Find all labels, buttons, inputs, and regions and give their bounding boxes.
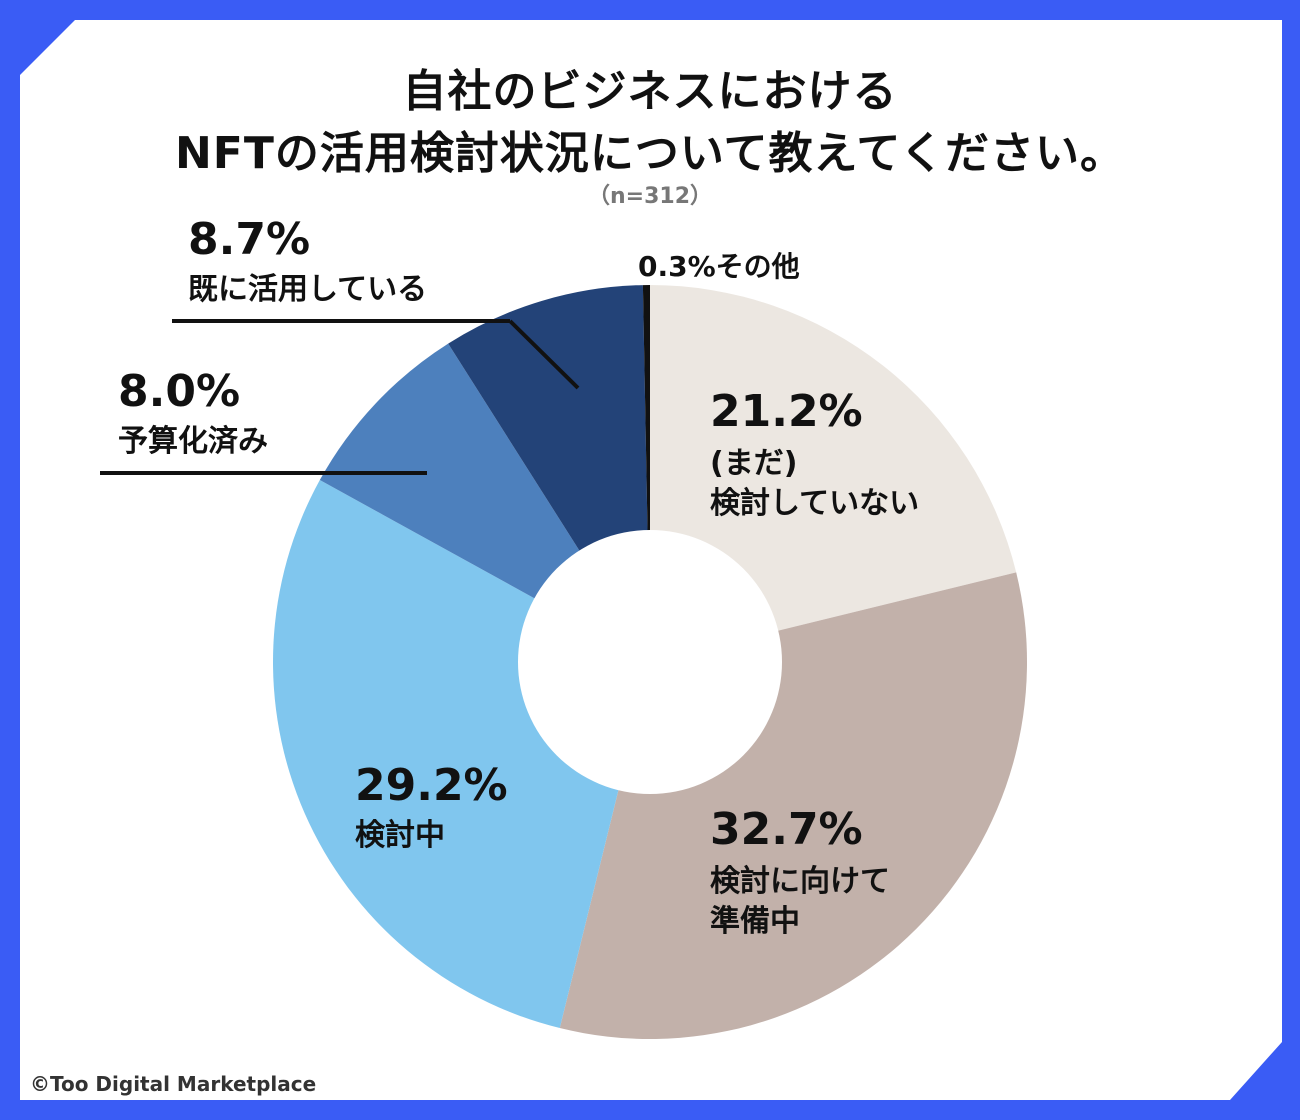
label-already-using: 既に活用している: [188, 272, 428, 307]
chart-title-line-1: 自社のビジネスにおける: [402, 66, 898, 117]
chart-title-line-2: NFTの活用検討状況について教えてください。: [174, 128, 1126, 179]
label-other-text: その他: [715, 250, 800, 283]
pct-already-using: 8.7%: [188, 214, 311, 265]
donut-hole: [518, 530, 782, 794]
pct-other: 0.3%: [638, 250, 716, 283]
label-considering: 検討中: [355, 818, 445, 853]
pct-considering: 29.2%: [355, 760, 508, 811]
label-not-considered-line1: (まだ): [710, 446, 798, 481]
label-not-considered-line2: 検討していない: [710, 486, 920, 521]
label-preparing-line1: 検討に向けて: [710, 864, 890, 899]
sample-size: （n=312）: [587, 184, 713, 209]
label-other: 0.3%その他: [638, 245, 800, 285]
pct-preparing: 32.7%: [710, 804, 863, 855]
leader-line-already-using-diag: [508, 319, 580, 390]
copyright: ©Too Digital Marketplace: [30, 1072, 317, 1096]
pct-budgeted: 8.0%: [118, 366, 241, 417]
label-budgeted: 予算化済み: [118, 424, 268, 459]
pct-not-considered: 21.2%: [710, 386, 863, 437]
label-preparing-line2: 準備中: [710, 904, 800, 939]
